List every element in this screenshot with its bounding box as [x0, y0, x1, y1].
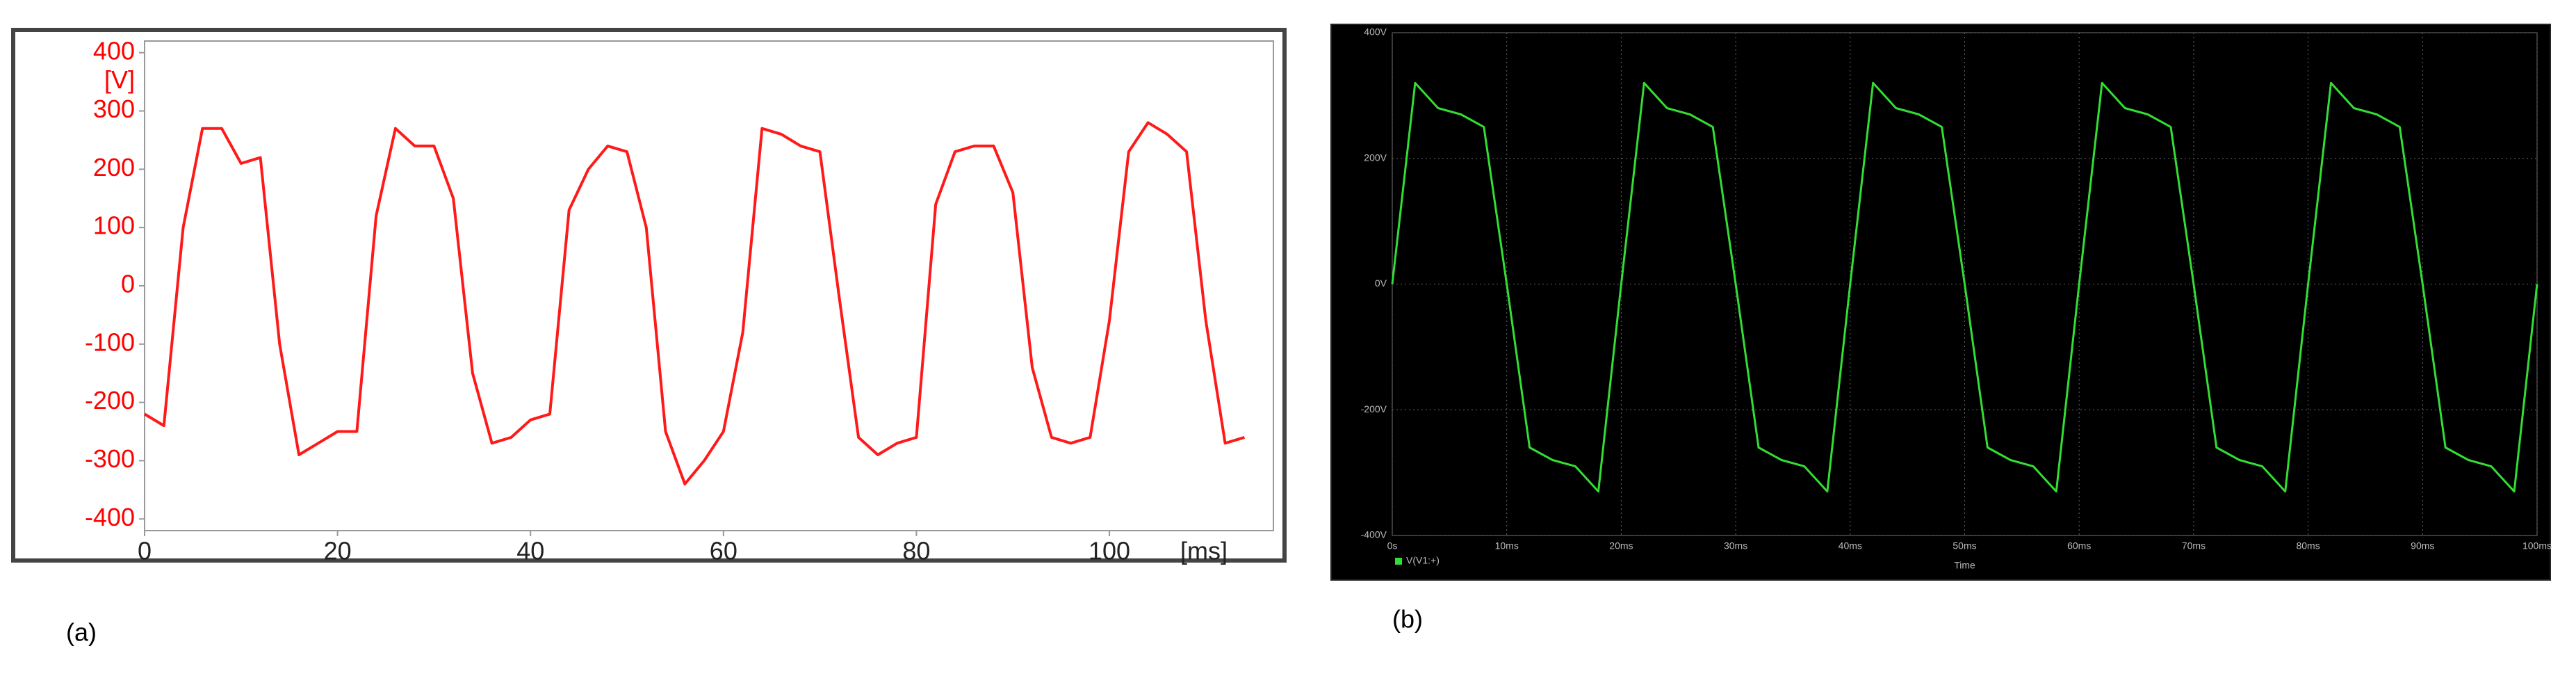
y-tick-label: -300: [85, 444, 135, 473]
x-tick-label: 60ms: [2067, 540, 2091, 551]
x-tick-label: 0s: [1387, 540, 1398, 551]
x-tick-label: 20: [324, 537, 352, 565]
x-tick-label: 80: [902, 537, 930, 565]
x-tick-label: 90ms: [2411, 540, 2434, 551]
signal-line: [1391, 81, 2538, 493]
panel-label: (a): [66, 618, 97, 647]
x-axis-label: [ms]: [1180, 537, 1228, 565]
x-tick-label: 30ms: [1724, 540, 1747, 551]
y-tick-label: -400: [85, 503, 135, 531]
y-tick-label: 0V: [1375, 277, 1387, 289]
x-tick-label: 0: [138, 537, 152, 565]
y-tick-label: -200: [85, 386, 135, 414]
y-tick-label: 300: [93, 95, 135, 123]
x-tick-label: 100: [1089, 537, 1130, 565]
y-tick-label: 100: [93, 211, 135, 240]
y-tick-label: -400V: [1361, 529, 1387, 540]
x-tick-label: 80ms: [2296, 540, 2320, 551]
x-tick-label: 20ms: [1609, 540, 1633, 551]
y-tick-label: 400: [93, 36, 135, 65]
y-tick-label: 400V: [1364, 26, 1387, 38]
y-axis-label: [V]: [104, 65, 135, 94]
x-tick-label: 100ms: [2522, 540, 2552, 551]
x-axis-label: Time: [1954, 560, 1975, 571]
x-tick-label: 70ms: [2182, 540, 2206, 551]
panel-frame: [11, 28, 1287, 563]
y-tick-label: 200V: [1364, 152, 1387, 163]
panel-label: (b): [1392, 605, 1423, 634]
x-tick-label: 40: [516, 537, 544, 565]
x-tick-label: 50ms: [1953, 540, 1976, 551]
y-tick-label: -100: [85, 328, 135, 356]
legend-label: V(V1:+): [1406, 555, 1440, 566]
legend-swatch: [1395, 558, 1402, 565]
x-tick-label: 10ms: [1495, 540, 1519, 551]
panel-frame: [1330, 24, 2551, 581]
x-tick-label: 60: [710, 537, 737, 565]
y-tick-label: -200V: [1361, 403, 1387, 414]
signal-line: [143, 121, 1245, 485]
x-tick-label: 40ms: [1839, 540, 1862, 551]
y-tick-label: 200: [93, 153, 135, 182]
y-tick-label: 0: [121, 270, 135, 298]
